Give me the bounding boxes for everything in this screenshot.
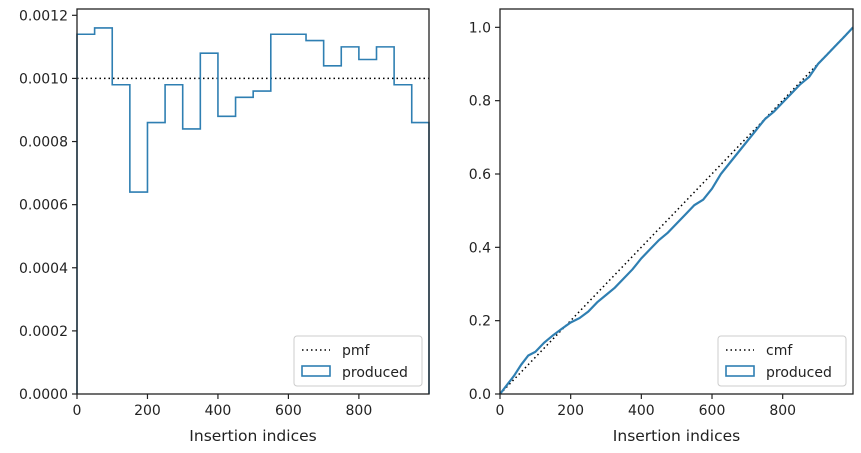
pmf-x-axis-label: Insertion indices	[189, 427, 316, 445]
cmf-axes-frame	[499, 8, 854, 395]
cmf-y-tick-label: 1.0	[469, 20, 491, 36]
pmf-y-tick-label: 0.0000	[19, 387, 68, 403]
cmf-x-tick-label: 600	[699, 403, 726, 419]
cmf-legend-label-reference: cmf	[766, 343, 793, 359]
cmf-x-tick-label: 400	[628, 403, 655, 419]
cmf-y-tick-label: 0.2	[469, 314, 491, 330]
cmf-x-tick-label: 0	[496, 403, 505, 419]
pmf-y-tick-label: 0.0004	[19, 261, 68, 277]
pmf-axes-frame	[76, 8, 430, 395]
cmf-panel: 0 200 400 600 800 0.0 0.2 0.4 0.6 0.8 1.0 Insertion…	[469, 8, 854, 445]
pmf-legend-label-produced: produced	[342, 365, 408, 381]
pmf-y-tick-label: 0.0012	[19, 8, 68, 24]
cmf-legend: cmf produced	[717, 335, 847, 387]
pmf-legend-box	[293, 335, 423, 387]
cmf-x-tick-label: 800	[769, 403, 796, 419]
pmf-y-tick-label: 0.0002	[19, 324, 68, 340]
pmf-y-tick-label: 0.0008	[19, 135, 68, 151]
pmf-legend-label-reference: pmf	[342, 343, 371, 359]
pmf-x-tick-label: 0	[73, 403, 82, 419]
pmf-plot-area	[77, 9, 429, 394]
cmf-legend-swatch-produced	[725, 365, 755, 377]
pmf-produced-histogram	[76, 27, 430, 394]
cmf-reference-line	[499, 26, 854, 395]
cmf-x-axis-label: Insertion indices	[613, 427, 740, 445]
cmf-y-tick-label: 0.8	[469, 94, 491, 110]
pmf-x-tick-label: 800	[346, 403, 373, 419]
pmf-panel: 0 200 400 600 800 0.0000 0.0002 0.0004 0.0006 0.0…	[19, 8, 430, 445]
pmf-x-tick-label: 200	[134, 403, 161, 419]
cmf-legend-box	[717, 335, 847, 387]
cmf-x-tick-label: 200	[557, 403, 584, 419]
pmf-y-tick-label: 0.0010	[19, 71, 68, 87]
pmf-x-tick-label: 400	[205, 403, 232, 419]
pmf-y-tick-label: 0.0006	[19, 198, 68, 214]
cmf-y-tick-label: 0.6	[469, 167, 491, 183]
pmf-x-tick-label: 600	[275, 403, 302, 419]
cmf-y-tick-label: 0.4	[469, 240, 491, 256]
pmf-legend-swatch-produced	[301, 365, 331, 377]
pmf-legend: pmf produced	[293, 335, 423, 387]
cmf-produced-line	[499, 26, 854, 395]
cmf-y-tick-label: 0.0	[469, 387, 491, 403]
cmf-legend-label-produced: produced	[766, 365, 832, 381]
